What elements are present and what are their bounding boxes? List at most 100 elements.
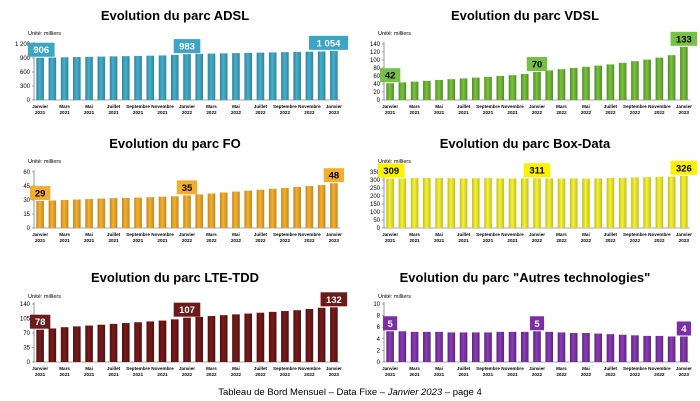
y-tick-label: 150 <box>370 202 381 208</box>
bar <box>533 331 541 362</box>
bar <box>386 83 394 100</box>
data-label: 48 <box>329 171 340 182</box>
x-tick-year: 2022 <box>206 238 217 243</box>
unit-label: Unité: milliers <box>378 31 411 37</box>
bar <box>520 178 529 228</box>
chart-title: Evolution du parc "Autres technologies" <box>400 270 651 285</box>
bar <box>158 196 167 228</box>
x-tick-label: Mars 2022 <box>556 104 567 115</box>
x-tick-year: 2023 <box>329 110 340 115</box>
x-tick-year: 2021 <box>458 372 469 377</box>
bar <box>582 178 590 228</box>
data-label-box <box>379 68 401 83</box>
bar <box>268 311 277 362</box>
x-tick-year: 2021 <box>385 110 396 115</box>
bar <box>281 311 289 362</box>
chart-svg: Evolution du parc ADSL Unité: milliers 0 30… <box>15 8 348 115</box>
x-tick-year: 2021 <box>409 372 420 377</box>
bar <box>618 334 627 362</box>
y-tick-label: 300 <box>20 84 31 90</box>
x-tick-year: 2021 <box>507 238 518 243</box>
x-tick-month: Novembre <box>648 366 671 371</box>
data-label: 107 <box>179 305 195 316</box>
x-tick-month: Juillet <box>254 366 268 371</box>
chart-autres: Evolution du parc "Autres technologies" U… <box>350 258 700 382</box>
data-label-box <box>676 321 691 336</box>
x-tick-label: Juillet 2022 <box>254 104 268 115</box>
x-tick-year: 2022 <box>231 238 242 243</box>
x-tick-month: Mars <box>206 232 217 237</box>
x-tick-year: 2021 <box>133 372 144 377</box>
x-tick-label: Juillet 2022 <box>254 366 268 377</box>
bar <box>472 332 480 362</box>
bar <box>134 55 142 100</box>
x-tick-month: Septembre <box>273 232 297 237</box>
bar <box>484 332 492 362</box>
y-tick-label: 50 <box>373 218 380 224</box>
x-tick-year: 2022 <box>532 238 543 243</box>
bar <box>293 186 301 228</box>
x-tick-month: Janvier <box>529 104 545 109</box>
y-tick-label: 120 <box>370 50 381 56</box>
y-tick-label: 10 <box>373 302 380 308</box>
x-tick-month: Mai <box>435 232 443 237</box>
y-tick-label: 15 <box>23 212 30 218</box>
x-tick-month: Juillet <box>254 232 268 237</box>
x-tick-year: 2022 <box>280 238 291 243</box>
bar <box>73 57 81 100</box>
chart-ltetdd: Evolution du parc LTE-TDD Unité: milliers… <box>0 258 350 382</box>
bar <box>183 195 191 228</box>
x-tick-month: Janvier <box>179 104 195 109</box>
x-tick-label: Novembre 2022 <box>298 104 321 115</box>
x-tick-month: Mai <box>435 104 443 109</box>
bar <box>582 66 590 100</box>
x-tick-label: Mai 2021 <box>84 232 95 243</box>
data-label: 906 <box>33 45 49 56</box>
x-tick-label: Mai 2021 <box>84 104 95 115</box>
bar <box>281 52 289 100</box>
x-tick-month: Mars <box>409 366 420 371</box>
x-tick-year: 2021 <box>458 110 469 115</box>
bar <box>195 194 204 228</box>
x-tick-month: Novembre <box>648 104 671 109</box>
x-tick-year: 2021 <box>507 372 518 377</box>
x-tick-year: 2023 <box>679 238 690 243</box>
data-label-box <box>523 163 551 178</box>
x-tick-year: 2021 <box>59 110 70 115</box>
y-tick-label: 0 <box>27 360 31 366</box>
bar <box>281 187 289 228</box>
x-tick-label: Novembre 2021 <box>501 104 524 115</box>
x-tick-month: Juillet <box>107 232 121 237</box>
bar <box>410 81 419 100</box>
y-tick-label: 140 <box>20 302 31 308</box>
bar <box>330 50 338 100</box>
x-tick-month: Mars <box>59 104 70 109</box>
unit-label: Unité: milliers <box>378 159 411 165</box>
chart-fo: Evolution du parc FO Unité: milliers 0 15 30… <box>0 128 350 252</box>
data-label: 5 <box>534 319 540 330</box>
data-label: 311 <box>529 166 545 177</box>
x-tick-label: Septembre 2022 <box>623 104 647 115</box>
data-label-box <box>173 39 201 54</box>
bar <box>594 65 602 100</box>
x-tick-label: Mai 2022 <box>231 104 242 115</box>
x-tick-year: 2022 <box>532 372 543 377</box>
x-tick-label: Janvier 2021 <box>32 104 48 115</box>
x-tick-month: Septembre <box>623 104 647 109</box>
x-tick-year: 2021 <box>385 238 396 243</box>
x-tick-year: 2022 <box>556 110 567 115</box>
x-tick-label: Novembre 2022 <box>298 232 321 243</box>
bar <box>317 185 326 228</box>
x-tick-month: Janvier <box>382 232 398 237</box>
x-tick-year: 2022 <box>304 238 315 243</box>
bar <box>195 53 204 100</box>
x-tick-month: Mai <box>582 232 590 237</box>
bar <box>73 326 81 362</box>
bar <box>447 178 456 228</box>
x-tick-year: 2022 <box>255 110 266 115</box>
x-tick-month: Janvier <box>382 104 398 109</box>
x-tick-year: 2022 <box>182 110 193 115</box>
bar <box>606 64 615 100</box>
bar <box>170 54 179 100</box>
x-tick-year: 2022 <box>605 238 616 243</box>
